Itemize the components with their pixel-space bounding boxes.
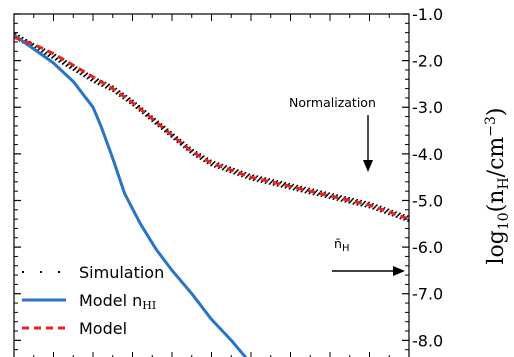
series-layer <box>14 31 409 357</box>
y-tick-label: -1.0 <box>412 5 443 24</box>
y-axis-label: log10(nH/cm−3) <box>483 107 512 264</box>
series-model-nhi-line <box>14 33 248 357</box>
normalization-arrow-head <box>363 160 373 172</box>
nbar-annotation: n̄H <box>332 236 405 276</box>
y-tick-label: -2.0 <box>412 52 443 71</box>
series-simulation-line-5 <box>14 36 409 223</box>
y-tick-label: -3.0 <box>412 98 443 117</box>
normalization-annotation: Normalization <box>289 95 376 172</box>
legend-label-simulation: Simulation <box>79 263 164 282</box>
series-simulation-line-4 <box>14 35 409 222</box>
y-tick-labels: -1.0 -2.0 -3.0 -4.0 -5.0 -6.0 -7.0 -8.0 <box>412 5 443 350</box>
series-model-line <box>14 35 409 221</box>
y-tick-label: -7.0 <box>412 285 443 304</box>
legend-label-model-nhi: Model nHI <box>79 291 156 312</box>
y-tick-label: -6.0 <box>412 238 443 257</box>
nbar-label: n̄H <box>334 236 349 254</box>
legend-item-simulation: Simulation <box>22 263 164 282</box>
legend: Simulation Model nHI Model <box>22 263 164 338</box>
y-tick-label: -5.0 <box>412 191 443 210</box>
series-simulation-line-1 <box>14 31 409 218</box>
normalization-label: Normalization <box>289 95 376 110</box>
ticks-layer <box>13 13 410 357</box>
y-tick-label: -4.0 <box>412 145 443 164</box>
series-simulation-line-3 <box>14 34 409 220</box>
legend-item-model: Model <box>22 319 127 338</box>
nbar-arrow-head <box>393 266 405 276</box>
legend-label-model: Model <box>79 319 127 338</box>
legend-item-model-nhi: Model nHI <box>22 291 156 312</box>
series-simulation-line-2 <box>14 32 409 219</box>
y-tick-label: -8.0 <box>412 331 443 350</box>
